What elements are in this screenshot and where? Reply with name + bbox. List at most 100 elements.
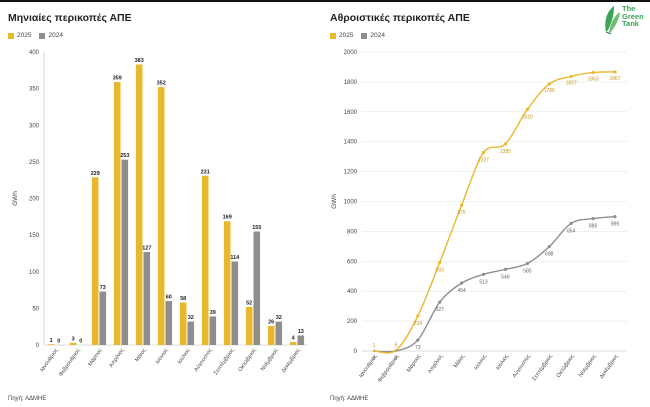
y-tick-label: 200 <box>347 319 358 325</box>
bar-2024 <box>297 335 305 345</box>
legend-item-2025: 2025 <box>8 32 31 39</box>
bar-2025 <box>47 344 55 345</box>
data-point-2024 <box>503 267 508 271</box>
series-line-2024 <box>373 215 616 353</box>
bar-2024 <box>209 316 217 345</box>
bar-2025 <box>69 342 77 345</box>
bar-value-label: 229 <box>91 171 100 177</box>
logo-line-3: Tank <box>622 19 639 28</box>
legend-swatch-2025 <box>8 32 14 39</box>
point-value-label: 327 <box>436 307 445 313</box>
point-value-label: 0 <box>373 356 376 362</box>
x-tick-label: Οκτώβριος <box>555 353 576 379</box>
x-tick-label: Ιούνιος <box>473 353 489 371</box>
bar-2025 <box>91 177 99 345</box>
x-tick-label: Νοέμβριος <box>259 347 280 372</box>
legend-label-2025: 2025 <box>17 32 32 39</box>
y-tick-label: 50 <box>32 306 39 312</box>
y-tick-label: 0 <box>354 349 358 355</box>
data-point-2025 <box>438 260 442 264</box>
x-tick-label: Απρίλιος <box>108 347 125 368</box>
point-value-label: 593 <box>436 267 445 273</box>
x-tick-label: Ιούλιος <box>494 353 510 371</box>
data-point-2025 <box>394 349 398 352</box>
data-point-2025 <box>547 82 551 86</box>
monthly-legend: 2025 2024 <box>8 32 63 39</box>
y-tick-label: 150 <box>29 233 40 239</box>
point-value-label: 1385 <box>500 149 511 155</box>
legend-label-2024: 2024 <box>48 32 63 39</box>
y-tick-label: 400 <box>347 289 358 295</box>
monthly-chart-panel: Μηνιαίες περικοπές ΑΠΕ 2025 2024 0 50 100 1… <box>0 0 322 407</box>
bar-value-label: 155 <box>252 225 261 231</box>
point-value-label: 975 <box>457 210 466 216</box>
x-tick-label: Φεβρουάριος <box>376 353 401 384</box>
bar-2024 <box>275 321 283 345</box>
y-tick-label: 1000 <box>344 200 358 206</box>
x-tick-label: Σεπτέμβριος <box>212 347 236 376</box>
point-value-label: 5 <box>395 342 398 348</box>
bar-value-label: 231 <box>201 169 210 175</box>
data-point-2025 <box>372 349 376 353</box>
data-point-2024 <box>416 338 420 342</box>
point-value-label: 1786 <box>544 88 555 94</box>
bar-value-label: 60 <box>166 295 172 301</box>
y-tick-label: 400 <box>29 50 40 56</box>
data-point-2025 <box>525 107 529 112</box>
bar-2025 <box>113 82 121 345</box>
x-tick-label: Φεβρουάριος <box>57 347 82 378</box>
legend-swatch-2024 <box>39 32 46 39</box>
y-tick-label: 2000 <box>344 50 358 56</box>
x-tick-label: Μάρτιος <box>86 347 103 368</box>
point-value-label: 1867 <box>609 76 620 82</box>
x-tick-label: Αύγουστος <box>511 353 532 379</box>
point-value-label: 0 <box>395 356 398 362</box>
y-tick-label: 200 <box>29 197 40 203</box>
x-tick-label: Νοέμβριος <box>577 353 598 378</box>
bar-value-label: 32 <box>276 315 282 321</box>
point-value-label: 1 <box>373 343 376 349</box>
logo-text: The Green Tank <box>622 5 644 28</box>
point-value-label: 698 <box>545 252 554 258</box>
point-value-label: 546 <box>501 274 510 280</box>
data-point-2025 <box>591 70 595 75</box>
bar-2024 <box>231 261 239 345</box>
y-axis-title: GWh <box>331 194 338 209</box>
cumulative-chart-panel: Αθροιστικές περικοπές ΑΠΕ 2025 2024 0 200… <box>322 0 650 407</box>
y-tick-label: 800 <box>347 229 358 235</box>
bar-value-label: 4 <box>292 336 296 342</box>
series-line-2025 <box>373 71 616 354</box>
bar-value-label: 114 <box>230 255 240 261</box>
x-tick-label: Μάρτιος <box>405 353 422 374</box>
point-value-label: 1863 <box>588 76 599 82</box>
data-point-2025 <box>460 203 464 207</box>
bar-2024 <box>165 301 173 345</box>
data-point-2024 <box>569 221 573 225</box>
point-value-label: 454 <box>457 288 466 294</box>
bar-value-label: 13 <box>298 329 304 335</box>
bar-2025 <box>201 175 209 345</box>
legend-item-2024: 2024 <box>361 32 385 39</box>
x-tick-label: Μάιος <box>452 353 466 369</box>
point-value-label: 1616 <box>522 114 533 120</box>
point-value-label: 234 <box>414 321 423 327</box>
bar-2025 <box>267 325 275 345</box>
legend-item-2024: 2024 <box>39 32 63 39</box>
point-value-label: 1327 <box>478 158 489 164</box>
point-value-label: 585 <box>523 269 532 275</box>
bar-value-label: 0 <box>79 339 82 345</box>
bar-2025 <box>289 342 297 345</box>
data-point-2025 <box>416 314 420 318</box>
data-point-2025 <box>503 142 508 146</box>
point-value-label: 73 <box>415 345 421 351</box>
leaf-icon <box>605 6 620 35</box>
data-point-2024 <box>613 214 617 219</box>
bar-2025 <box>135 64 143 345</box>
monthly-chart-title: Μηνιαίες περικοπές ΑΠΕ <box>8 12 132 24</box>
x-tick-label: Αύγουστος <box>193 347 214 373</box>
bar-value-label: 39 <box>210 310 216 316</box>
y-tick-label: 100 <box>29 270 40 276</box>
data-point-2024 <box>547 245 551 249</box>
x-tick-label: Σεπτέμβριος <box>531 353 555 382</box>
data-point-2025 <box>613 70 617 74</box>
